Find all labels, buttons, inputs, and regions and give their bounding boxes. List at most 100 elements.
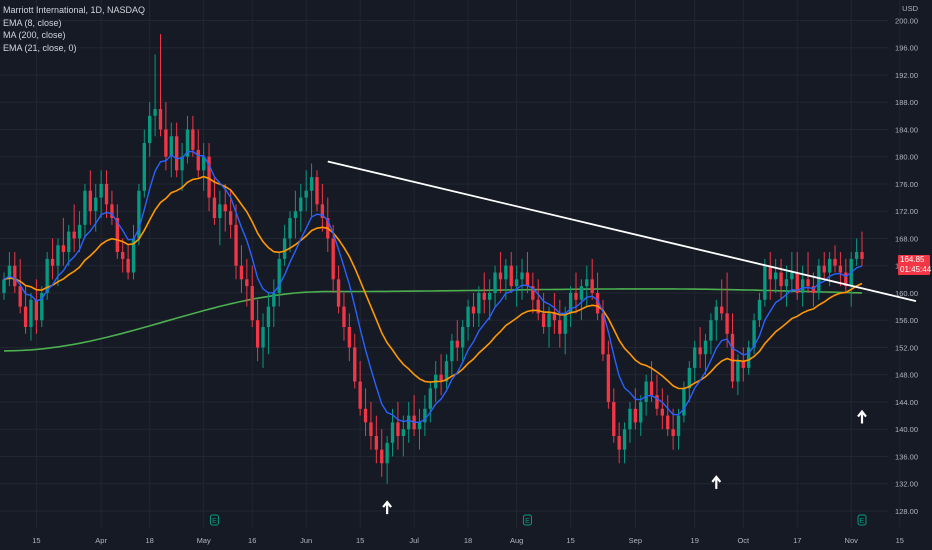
y-tick-label: 144.00 [895,398,918,407]
candle-body [741,361,745,368]
candle-body [860,252,864,259]
candle-body [137,190,141,239]
legend-ma200[interactable]: MA (200, close) [3,30,66,40]
earnings-badge [857,514,867,526]
candle-body [790,272,794,280]
trendline-segment [327,160,917,303]
candle-body [833,258,837,266]
ema8-polyline [3,150,863,423]
candle-body [644,381,648,402]
earnings-glyph: E [860,518,865,525]
candle-body [617,436,621,450]
earnings-icon: E [209,514,219,526]
x-tick-label: 19 [691,536,699,545]
candle-body [428,388,432,409]
candle-body [234,224,238,266]
candle-body [628,408,632,430]
candle-body [736,361,740,382]
candle-body [471,306,476,314]
candle-body [487,292,492,300]
candle-body [563,313,567,334]
candle-body [455,340,459,348]
ema21-polyline [3,175,863,390]
candle-body [83,190,87,225]
candle-body [709,320,713,341]
candle-body [768,265,772,280]
candle-body [358,381,362,409]
candle-body [590,279,594,293]
candle-body [773,272,778,280]
y-tick-label: 192.00 [895,71,918,80]
candle-body [18,286,22,307]
candle-body [164,129,168,157]
candle-body [250,286,254,321]
y-tick-label: 140.00 [895,425,918,434]
arrow-head [857,409,867,418]
candle-body [282,238,287,259]
up-arrow-icon [857,409,867,424]
candle-body [309,177,314,191]
time-axis[interactable]: 15 Apr 18 May 16 Jun 15 Jul 18 Aug 15 Sep 19 Oct 17 Nov… [32,536,932,545]
candle-body [536,299,540,314]
candle-body [61,245,66,253]
y-tick-label: 172.00 [895,207,918,216]
candle-body [854,252,859,259]
candle-body [660,408,665,416]
candle-body [730,333,735,382]
currency-label[interactable]: USD [902,4,918,13]
candle-body [822,265,826,273]
candle-body [493,272,497,293]
candle-body [336,279,341,307]
earnings-glyph: E [525,518,530,525]
candle-body [671,429,675,437]
candle-body [504,265,508,280]
candle-body [34,299,39,321]
candle-body [255,320,260,348]
x-tick-label: 18 [464,536,472,545]
candle-body [498,272,503,280]
candle-body [838,265,843,273]
candle-body [245,279,249,287]
candle-body [800,279,805,293]
legend-ema21[interactable]: EMA (21, close, 0) [3,42,77,53]
y-tick-label: 128.00 [895,507,918,516]
x-tick-label: Jun [300,536,312,545]
candle-body [126,258,130,273]
candle-body [682,388,686,416]
candle-body [148,115,152,144]
candle-body [439,374,443,382]
chart-title: Marriott International, 1D, NASDAQ [3,5,146,15]
price-axis[interactable]: 128.00 132.00 136.00 140.00 144.00 148.00 152.… [895,16,918,516]
y-tick-label: 148.00 [895,371,918,380]
x-tick-label: Jul [409,536,419,545]
candle-body [844,272,848,287]
candle-body [342,306,346,328]
candle-body [595,292,600,314]
earnings-badge [209,514,219,526]
candle-body [687,367,691,389]
legend-ema8[interactable]: EMA (8, close) [3,17,62,28]
x-tick-label: 17 [793,536,801,545]
candle-body [811,286,816,293]
x-tick-label: 15 [566,536,574,545]
x-tick-label: Sep [629,536,642,545]
x-tick-label: 15 [356,536,364,545]
earnings-glyph: E [212,518,217,525]
trendline[interactable] [327,160,917,303]
candle-body [795,272,799,293]
y-tick-label: 168.00 [895,234,918,243]
candle-body [817,265,821,293]
candle-body [23,306,28,328]
candle-body [239,265,244,280]
candle-body [153,109,157,116]
ema21-line [3,175,863,390]
candle-body [558,320,562,334]
candle-body [142,143,146,191]
candle-body [622,429,627,450]
y-tick-label: 152.00 [895,343,918,352]
x-tick-label: Nov [845,536,859,545]
candle-body [579,286,584,300]
y-tick-label: 200.00 [895,16,918,25]
